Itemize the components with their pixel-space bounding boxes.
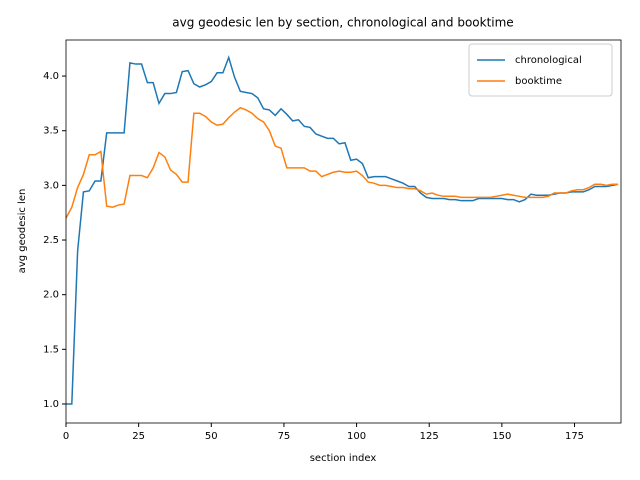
y-tick-label: 3.0 <box>43 180 59 191</box>
y-tick-label: 4.0 <box>43 71 59 82</box>
x-tick-label: 0 <box>63 431 69 442</box>
y-tick-label: 3.5 <box>43 126 59 137</box>
legend-label: chronological <box>515 55 582 66</box>
y-tick-label: 1.5 <box>43 344 59 355</box>
plot-frame <box>65 39 622 424</box>
y-tick-label: 2.0 <box>43 290 59 301</box>
x-tick-label: 100 <box>347 431 366 442</box>
x-tick-label: 50 <box>205 431 218 442</box>
legend-label: booktime <box>515 76 562 87</box>
y-tick-label: 1.0 <box>43 399 59 410</box>
y-axis-label: avg geodesic len <box>17 189 28 274</box>
y-tick-label: 2.5 <box>43 235 59 246</box>
legend-box <box>468 43 613 97</box>
x-axis-label: section index <box>310 453 377 464</box>
x-tick-label: 25 <box>132 431 145 442</box>
chart-title: avg geodesic len by section, chronologic… <box>172 16 513 30</box>
x-tick-label: 175 <box>565 431 584 442</box>
line-series <box>65 106 619 219</box>
line-series <box>66 55 619 405</box>
x-tick-label: 150 <box>492 431 511 442</box>
x-tick-label: 125 <box>420 431 439 442</box>
x-tick-label: 75 <box>278 431 291 442</box>
